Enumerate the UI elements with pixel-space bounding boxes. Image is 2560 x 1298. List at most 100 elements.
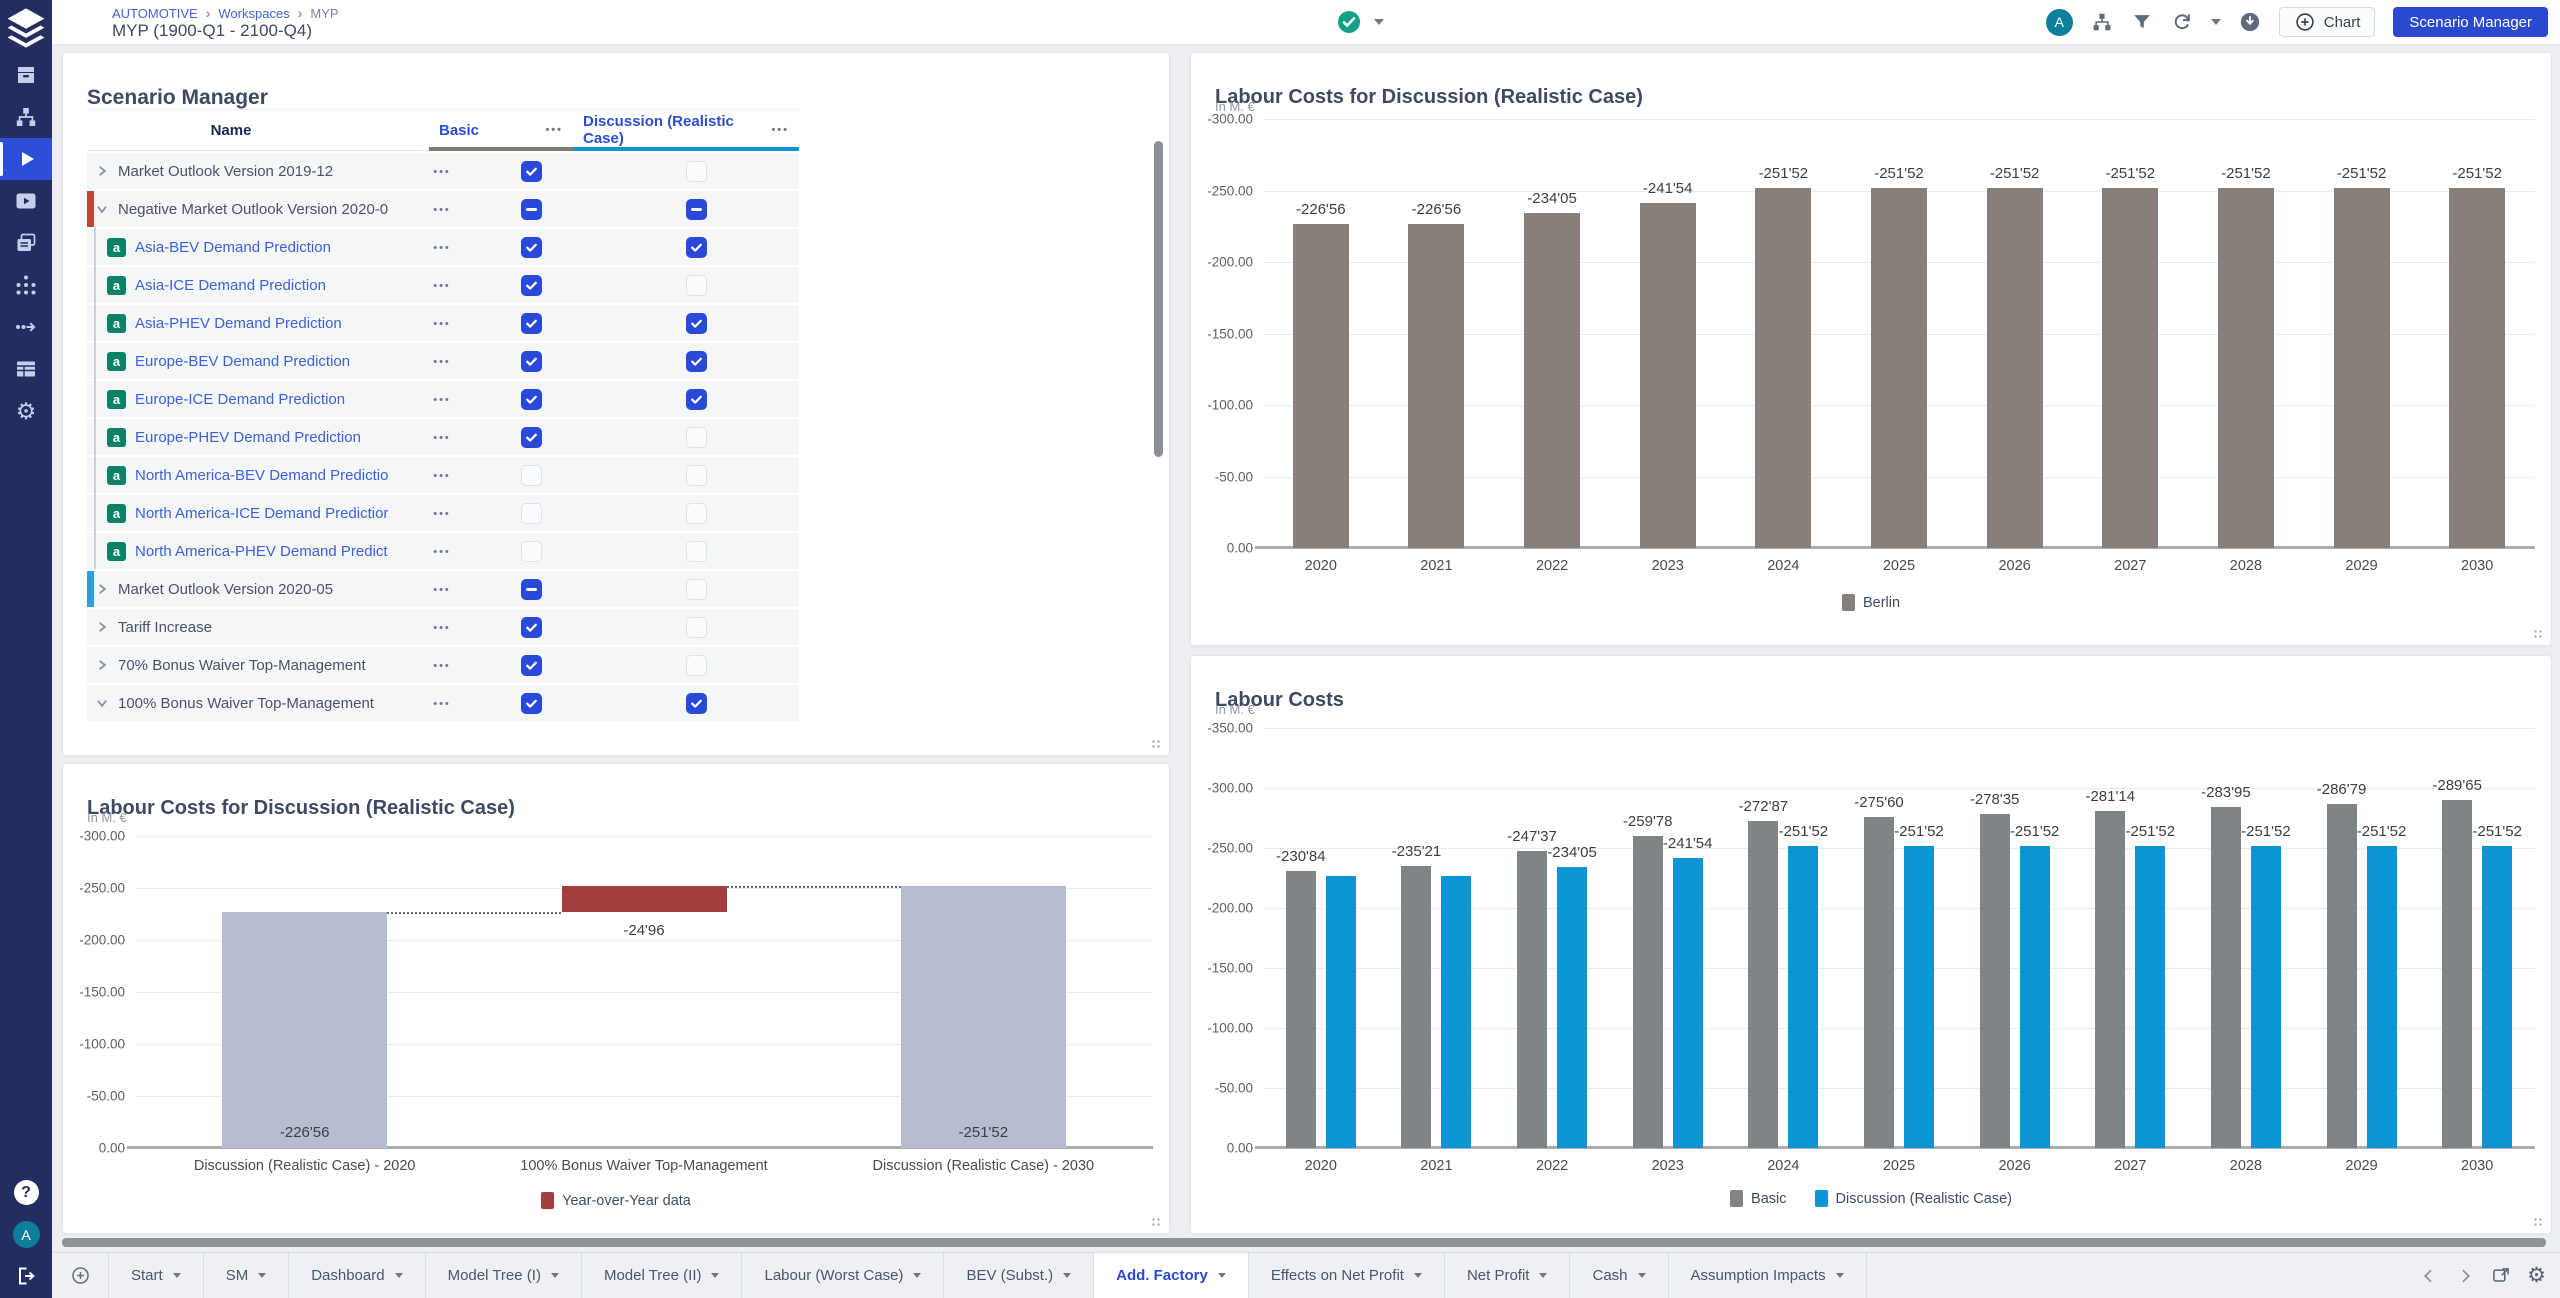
row-menu-button[interactable]: ••• — [415, 200, 469, 218]
settings-icon[interactable]: ⚙ — [2527, 1264, 2546, 1287]
assumption-link[interactable]: North America-PHEV Demand Predict — [135, 542, 388, 560]
tab-net-profit[interactable]: Net Profit — [1445, 1253, 1571, 1298]
resize-handle[interactable] — [1151, 1217, 1161, 1227]
sidebar-item-dimensions[interactable] — [0, 264, 52, 306]
tab-dropdown-caret-icon[interactable] — [550, 1273, 559, 1278]
download-icon[interactable] — [2239, 11, 2261, 33]
checkbox-checked[interactable] — [685, 236, 707, 258]
sidebar-item-data-tables[interactable] — [0, 348, 52, 390]
tab-cash[interactable]: Cash — [1570, 1253, 1669, 1298]
assumption-link[interactable]: Europe-ICE Demand Prediction — [135, 390, 346, 408]
sidebar-item-simulation-active[interactable] — [0, 138, 52, 180]
checkbox-checked[interactable] — [520, 274, 542, 296]
assumption-link[interactable]: Asia-PHEV Demand Prediction — [135, 314, 342, 332]
checkbox-checked[interactable] — [520, 350, 542, 372]
column-header-discussion[interactable]: Discussion (Realistic Case) ••• — [573, 110, 799, 151]
logout-icon[interactable] — [14, 1264, 38, 1288]
tab-sm[interactable]: SM — [204, 1253, 290, 1298]
checkbox-unchecked[interactable] — [685, 160, 707, 182]
refresh-icon[interactable] — [2171, 11, 2193, 33]
refresh-dropdown-caret[interactable] — [2210, 19, 2221, 25]
add-chart-button[interactable]: Chart — [2278, 7, 2376, 37]
row-menu-button[interactable]: ••• — [415, 428, 469, 446]
checkbox-checked[interactable] — [520, 692, 542, 714]
header-avatar[interactable]: A — [2045, 8, 2073, 36]
tab-dropdown-caret-icon[interactable] — [1063, 1273, 1072, 1278]
breadcrumb-link[interactable]: AUTOMOTIVE — [112, 5, 198, 21]
sidebar-item-reports[interactable] — [0, 222, 52, 264]
chevron-down-icon[interactable] — [95, 696, 109, 710]
scroll-tabs-left-icon[interactable] — [2419, 1266, 2439, 1286]
row-menu-button[interactable]: ••• — [415, 466, 469, 484]
tab-effects-on-net-profit[interactable]: Effects on Net Profit — [1249, 1253, 1445, 1298]
chevron-right-icon[interactable] — [95, 620, 109, 634]
app-logo-icon[interactable] — [0, 4, 52, 54]
sidebar-item-model-tree[interactable] — [0, 96, 52, 138]
chevron-down-icon[interactable] — [95, 202, 109, 216]
tab-model-tree-i-[interactable]: Model Tree (I) — [426, 1253, 582, 1298]
tab-dropdown-caret-icon[interactable] — [1413, 1273, 1422, 1278]
tab-labour-worst-case-[interactable]: Labour (Worst Case) — [742, 1253, 945, 1298]
chevron-right-icon[interactable] — [95, 164, 109, 178]
tab-add-factory[interactable]: Add. Factory — [1094, 1253, 1249, 1298]
tab-dropdown-caret-icon[interactable] — [1217, 1273, 1226, 1278]
checkbox-checked[interactable] — [685, 350, 707, 372]
checkbox-checked[interactable] — [520, 236, 542, 258]
checkbox-unchecked[interactable] — [520, 540, 542, 562]
sidebar-item-archive[interactable] — [0, 54, 52, 96]
checkbox-indeterminate[interactable] — [685, 198, 707, 220]
chevron-right-icon[interactable] — [95, 582, 109, 596]
row-menu-button[interactable]: ••• — [415, 618, 469, 636]
chevron-right-icon[interactable] — [95, 658, 109, 672]
tab-dropdown-caret-icon[interactable] — [913, 1273, 922, 1278]
checkbox-checked[interactable] — [685, 692, 707, 714]
checkbox-checked[interactable] — [520, 654, 542, 676]
tab-assumption-impacts[interactable]: Assumption Impacts — [1669, 1253, 1867, 1298]
tab-dropdown-caret-icon[interactable] — [711, 1273, 720, 1278]
column-header-basic[interactable]: Basic ••• — [429, 110, 573, 151]
help-icon[interactable]: ? — [13, 1180, 39, 1205]
filter-icon[interactable] — [2131, 11, 2153, 33]
saved-status-icon[interactable] — [1336, 9, 1362, 35]
row-menu-button[interactable]: ••• — [415, 580, 469, 598]
tab-model-tree-ii-[interactable]: Model Tree (II) — [582, 1253, 743, 1298]
row-menu-button[interactable]: ••• — [415, 390, 469, 408]
row-menu-button[interactable]: ••• — [415, 694, 469, 712]
hierarchy-icon[interactable] — [2091, 11, 2113, 33]
assumption-link[interactable]: Asia-ICE Demand Prediction — [135, 276, 326, 294]
checkbox-unchecked[interactable] — [685, 502, 707, 524]
tab-dropdown-caret-icon[interactable] — [258, 1273, 267, 1278]
scenario-table-scrollbar[interactable] — [1154, 141, 1163, 457]
assumption-link[interactable]: Asia-BEV Demand Prediction — [135, 238, 331, 256]
resize-handle[interactable] — [2533, 629, 2543, 639]
sidebar-avatar[interactable]: A — [12, 1221, 40, 1248]
status-dropdown-caret[interactable] — [1374, 19, 1384, 25]
tab-dropdown-caret-icon[interactable] — [1835, 1273, 1844, 1278]
row-menu-button[interactable]: ••• — [415, 162, 469, 180]
checkbox-checked[interactable] — [520, 312, 542, 334]
checkbox-checked[interactable] — [520, 426, 542, 448]
tab-dropdown-caret-icon[interactable] — [172, 1273, 181, 1278]
horizontal-scrollbar[interactable] — [62, 1238, 2546, 1247]
tab-start[interactable]: Start — [109, 1253, 204, 1298]
sidebar-item-settings[interactable]: ⚙ — [0, 390, 52, 432]
checkbox-unchecked[interactable] — [685, 540, 707, 562]
row-menu-button[interactable]: ••• — [415, 542, 469, 560]
assumption-link[interactable]: North America-BEV Demand Predictio — [135, 466, 389, 484]
scenario-manager-button[interactable]: Scenario Manager — [2393, 7, 2548, 37]
checkbox-unchecked[interactable] — [685, 464, 707, 486]
export-icon[interactable] — [2491, 1266, 2511, 1286]
tab-dropdown-caret-icon[interactable] — [1539, 1273, 1548, 1278]
resize-handle[interactable] — [2533, 1217, 2543, 1227]
assumption-link[interactable]: Europe-BEV Demand Prediction — [135, 352, 351, 370]
checkbox-checked[interactable] — [520, 616, 542, 638]
assumption-link[interactable]: North America-ICE Demand Predictior — [135, 504, 389, 522]
row-menu-button[interactable]: ••• — [415, 276, 469, 294]
assumption-link[interactable]: Europe-PHEV Demand Prediction — [135, 428, 361, 446]
checkbox-indeterminate[interactable] — [520, 198, 542, 220]
row-menu-button[interactable]: ••• — [415, 314, 469, 332]
sidebar-item-data-flows[interactable] — [0, 306, 52, 348]
discussion-column-menu-icon[interactable]: ••• — [771, 124, 789, 136]
checkbox-unchecked[interactable] — [520, 502, 542, 524]
breadcrumb-link[interactable]: Workspaces — [218, 5, 290, 21]
